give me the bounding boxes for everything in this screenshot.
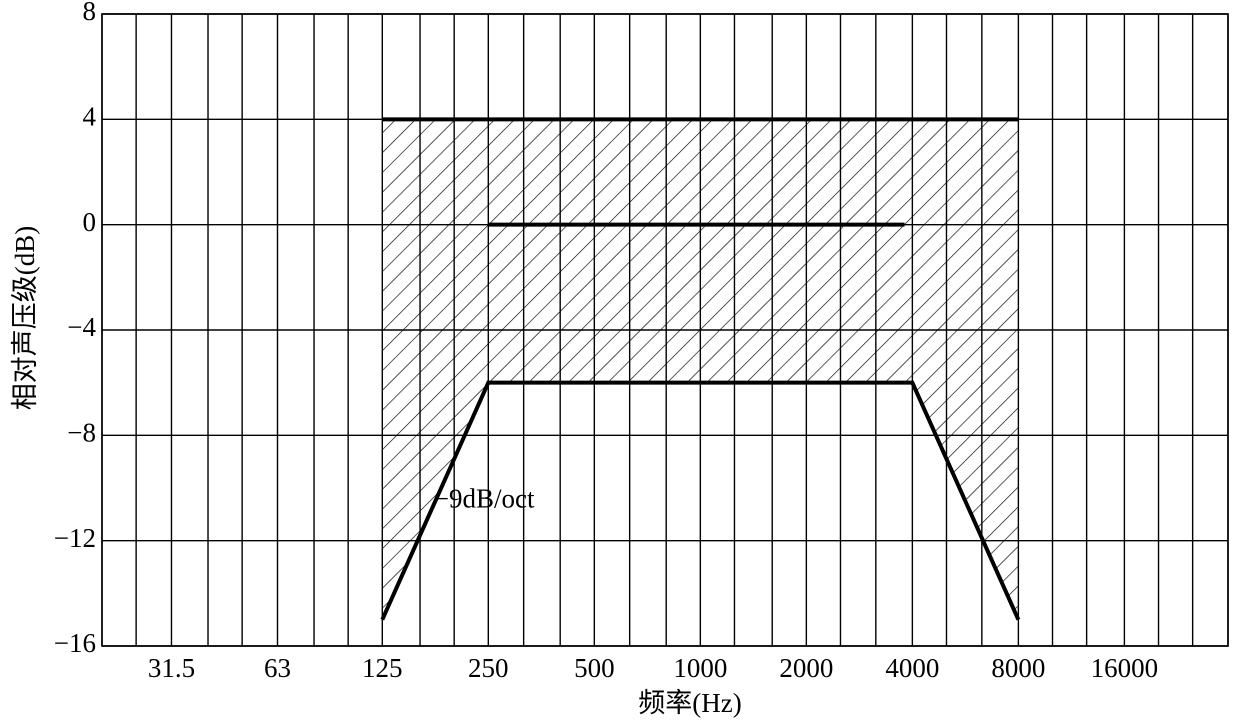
y-tick-label: 0	[83, 207, 97, 237]
y-axis-title: 相对声压级(dB)	[10, 226, 40, 411]
x-tick-label: 4000	[885, 653, 939, 683]
x-tick-label: 1000	[673, 653, 727, 683]
y-tick-label: −8	[67, 418, 96, 448]
x-tick-label: 8000	[991, 653, 1045, 683]
x-tick-label: 2000	[779, 653, 833, 683]
x-tick-label: 500	[574, 653, 615, 683]
annotation: −9dB/oct	[434, 483, 535, 513]
plot-border	[101, 13, 1229, 647]
x-tick-label: 250	[468, 653, 509, 683]
line	[380, 380, 1021, 621]
x-axis-title: 频率(Hz)	[638, 688, 741, 718]
y-tick-label: 4	[83, 102, 97, 132]
x-tick-label: 16000	[1091, 653, 1159, 683]
y-tick-label: 8	[83, 0, 97, 26]
y-tick-label: −16	[54, 628, 96, 658]
x-tick-label: 31.5	[148, 653, 195, 683]
y-tick-label: −12	[54, 523, 96, 553]
x-tick-label: 63	[264, 653, 291, 683]
x-tick-label: 125	[362, 653, 403, 683]
y-tick-label: −4	[67, 312, 96, 342]
